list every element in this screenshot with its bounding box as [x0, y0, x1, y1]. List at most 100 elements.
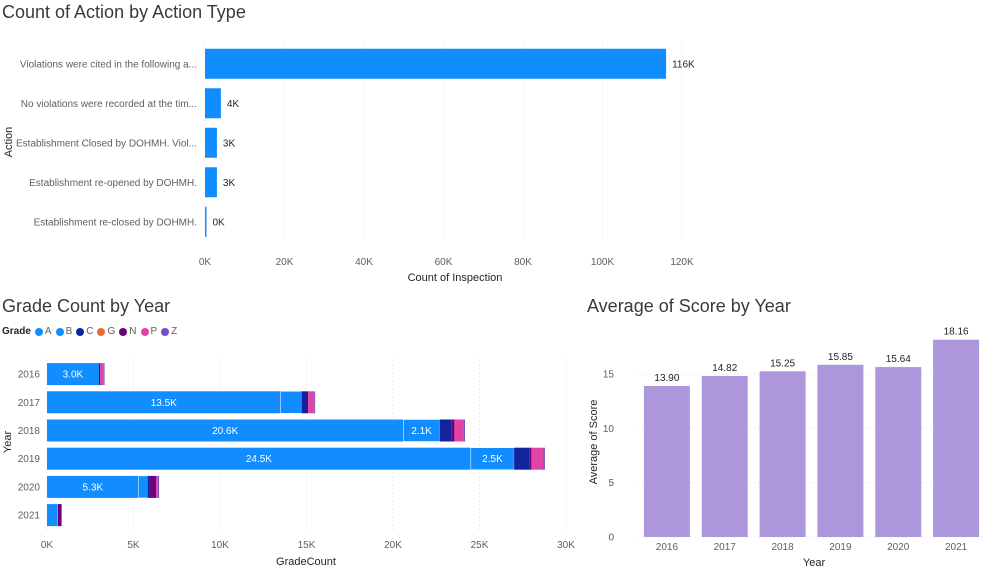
- grade-segment-c[interactable]: [439, 419, 452, 442]
- grade-x-tick: 0K: [41, 540, 54, 551]
- grade-x-tick: 5K: [127, 540, 140, 551]
- grade-segment-b[interactable]: [280, 391, 302, 414]
- grade-segment-c[interactable]: [514, 447, 530, 470]
- grade-segment-n[interactable]: [57, 504, 62, 527]
- grade-segment-n[interactable]: [451, 419, 455, 442]
- action-x-tick: 60K: [435, 257, 453, 268]
- grade-year-label: 2018: [18, 426, 41, 437]
- action-data-label: 3K: [223, 178, 236, 189]
- score-y-tick: 0: [608, 533, 614, 544]
- grade-segment-a[interactable]: [47, 363, 99, 386]
- score-year-label: 2018: [771, 542, 794, 553]
- action-chart-title: Count of Action by Action Type: [2, 2, 246, 22]
- grade-segment-n[interactable]: [98, 363, 101, 386]
- grade-segment-z[interactable]: [103, 363, 105, 386]
- grade-legend[interactable]: Grade A B C G N P Z: [2, 326, 181, 337]
- grade-legend-item-n[interactable]: N: [119, 326, 137, 337]
- grade-segment-a[interactable]: [47, 419, 404, 442]
- grade-segment-c[interactable]: [147, 475, 150, 498]
- grade-legend-label: N: [129, 326, 137, 337]
- grade-legend-label: P: [150, 326, 158, 337]
- score-year-label: 2020: [887, 542, 910, 553]
- grade-year-label: 2021: [18, 511, 41, 522]
- grade-chart[interactable]: 0K 5K 10K 15K 20K 25K 30K 2016 3.0K 2017 13.5K 2018…: [0, 290, 585, 568]
- grade-legend-item-c[interactable]: C: [76, 326, 93, 337]
- grade-legend-swatch: [76, 327, 85, 336]
- grade-segment-n[interactable]: [149, 475, 156, 498]
- grade-segment-p[interactable]: [454, 419, 464, 442]
- action-category-label: Violations were cited in the following a…: [20, 59, 197, 70]
- action-x-tick: 0K: [199, 257, 212, 268]
- score-y-tick: 10: [603, 424, 615, 435]
- grade-segment-a[interactable]: [47, 447, 471, 470]
- action-chart[interactable]: 0K 20K 40K 60K 80K 100K 120K Violations were ci…: [0, 0, 1006, 290]
- grade-legend-label: Z: [171, 326, 178, 337]
- score-bar[interactable]: [643, 385, 690, 537]
- grade-x-tick: 20K: [384, 540, 402, 551]
- grade-data-label: 24.5K: [246, 454, 272, 465]
- grade-segment-z[interactable]: [314, 391, 316, 414]
- score-bar[interactable]: [933, 339, 980, 537]
- grade-x-tick: 25K: [471, 540, 489, 551]
- grade-segment-z[interactable]: [543, 447, 545, 470]
- grade-legend-item-g[interactable]: G: [97, 326, 115, 337]
- score-bar[interactable]: [759, 371, 806, 537]
- grade-legend-item-p[interactable]: P: [140, 326, 158, 337]
- grade-x-tick: 15K: [298, 540, 316, 551]
- grade-legend-swatch: [140, 327, 149, 336]
- grade-data-label: 5.3K: [83, 482, 104, 493]
- grade-segment-z[interactable]: [61, 504, 62, 527]
- score-data-label: 15.85: [828, 352, 853, 363]
- action-data-label: 3K: [223, 138, 236, 149]
- action-bar[interactable]: [205, 88, 221, 119]
- action-bar[interactable]: [205, 206, 207, 237]
- action-category-label: Establishment Closed by DOHMH. Viol...: [16, 138, 197, 149]
- grade-segment-p[interactable]: [308, 391, 315, 414]
- score-bar[interactable]: [875, 367, 922, 537]
- grade-segment-a[interactable]: [47, 391, 281, 414]
- grade-segment-a[interactable]: [47, 475, 139, 498]
- grade-segment-z[interactable]: [463, 419, 465, 442]
- grade-legend-label: C: [86, 326, 94, 337]
- grade-data-label: 20.6K: [212, 426, 238, 437]
- grade-segment-z[interactable]: [157, 475, 160, 498]
- score-year-label: 2019: [829, 542, 852, 553]
- score-y-tick: 5: [608, 478, 614, 489]
- action-data-label: 4K: [227, 99, 240, 110]
- grade-legend-item-b[interactable]: B: [55, 326, 72, 337]
- grade-legend-item-a[interactable]: A: [34, 326, 52, 337]
- score-year-label: 2016: [656, 542, 679, 553]
- action-x-tick: 120K: [670, 257, 694, 268]
- grade-segment-p[interactable]: [100, 363, 104, 386]
- grade-legend-label: A: [44, 326, 52, 337]
- action-bar[interactable]: [205, 167, 217, 198]
- action-bar[interactable]: [205, 127, 217, 158]
- action-category-label: No violations were recorded at the tim..…: [21, 99, 197, 110]
- grade-data-label: 3.0K: [63, 370, 84, 381]
- grade-legend-item-z[interactable]: Z: [161, 326, 177, 337]
- action-x-tick: 100K: [591, 257, 615, 268]
- action-bar[interactable]: [205, 48, 667, 79]
- grade-legend-swatch: [34, 327, 43, 336]
- grade-legend-title: Grade: [2, 326, 31, 337]
- grade-segment-n[interactable]: [529, 447, 532, 470]
- grade-x-tick: 30K: [557, 540, 575, 551]
- grade-segment-a[interactable]: [47, 504, 58, 527]
- grade-segment-n[interactable]: [306, 391, 309, 414]
- grade-segment-b[interactable]: [138, 475, 148, 499]
- action-x-tick: 80K: [514, 257, 532, 268]
- score-data-label: 15.64: [886, 354, 911, 365]
- score-x-axis-title: Year: [803, 557, 826, 568]
- action-category-label: Establishment re-closed by DOHMH.: [34, 217, 197, 228]
- score-year-label: 2017: [714, 542, 737, 553]
- grade-segment-c[interactable]: [301, 391, 307, 414]
- grade-legend-label: G: [107, 326, 116, 337]
- score-bar[interactable]: [817, 364, 864, 537]
- grade-legend-swatch: [119, 327, 128, 336]
- score-chart[interactable]: 0 5 10 15 13.90 2016 14.82 2017 15.25 2018 15.85 20…: [587, 290, 1006, 568]
- grade-segment-p[interactable]: [531, 447, 544, 470]
- grade-x-axis-title: GradeCount: [276, 556, 336, 568]
- score-bar[interactable]: [701, 375, 748, 537]
- grade-segment-p[interactable]: [155, 475, 158, 498]
- action-data-label: 116K: [672, 59, 695, 70]
